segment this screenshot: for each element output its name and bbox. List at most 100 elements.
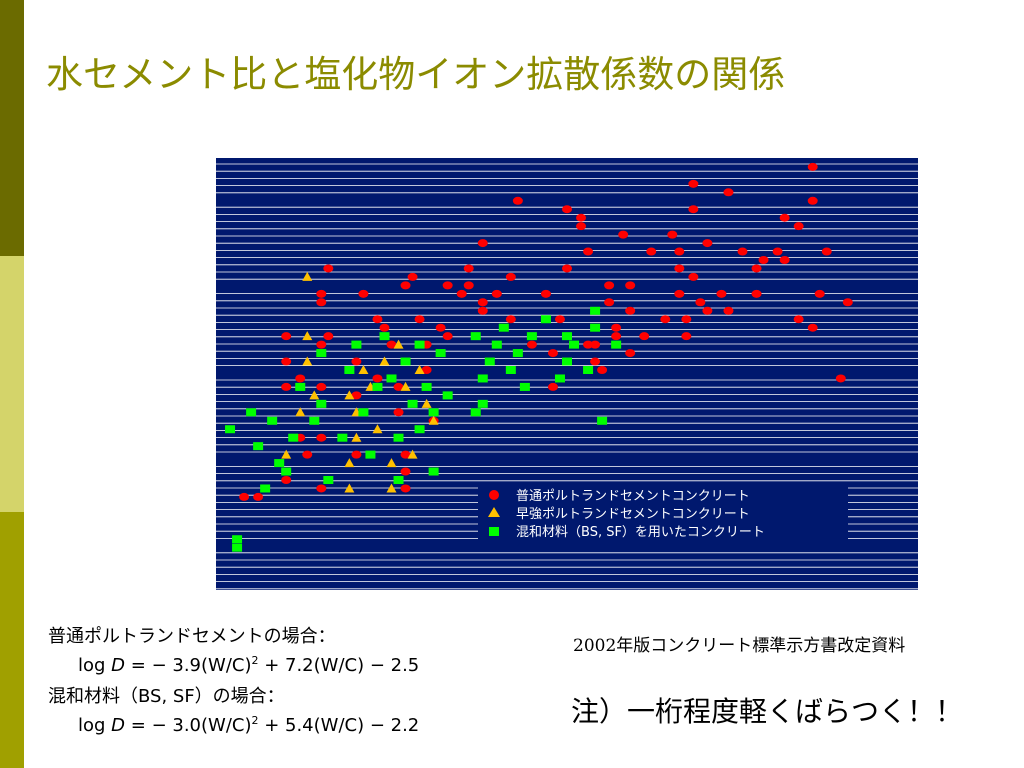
data-point-circle	[807, 323, 818, 332]
data-point-triangle	[302, 356, 313, 366]
data-point-circle	[562, 264, 572, 273]
data-point-square	[477, 374, 488, 383]
data-point-circle	[281, 332, 292, 341]
data-point-circle	[597, 366, 608, 374]
data-point-square	[372, 382, 383, 391]
chart-marks	[225, 162, 853, 552]
data-point-circle	[681, 332, 692, 341]
note-text: 注）一桁程度軽くばらつく！！	[571, 695, 964, 728]
data-point-square	[225, 425, 236, 434]
data-point-square	[491, 340, 502, 349]
data-point-circle	[316, 484, 327, 493]
data-point-circle	[491, 289, 502, 298]
legend-box	[478, 484, 848, 548]
data-point-square	[267, 416, 278, 425]
data-point-circle	[386, 340, 397, 349]
data-point-triangle	[414, 365, 425, 374]
data-point-circle	[316, 289, 327, 298]
formula-2-variable: D	[111, 715, 126, 736]
data-point-square	[260, 484, 271, 493]
data-point-circle	[281, 476, 292, 484]
data-point-circle	[540, 289, 551, 298]
data-point-square	[344, 366, 355, 374]
data-point-triangle	[386, 458, 397, 468]
data-point-circle	[372, 374, 383, 383]
data-point-circle	[281, 357, 292, 366]
data-point-square	[365, 450, 376, 459]
data-point-circle	[477, 306, 488, 315]
data-point-circle	[435, 323, 446, 332]
data-point-circle	[547, 382, 558, 391]
data-point-circle	[618, 230, 629, 239]
data-point-square	[477, 399, 488, 408]
data-point-triangle	[400, 381, 411, 391]
data-point-square	[295, 382, 306, 391]
legend-marker-square	[489, 527, 499, 536]
data-point-square	[435, 349, 446, 358]
data-point-circle	[793, 315, 804, 324]
data-point-circle	[400, 281, 411, 290]
data-point-circle	[351, 450, 362, 459]
data-point-square	[316, 349, 327, 358]
data-point-circle	[583, 247, 594, 256]
data-point-circle	[379, 323, 390, 332]
side-bar-top	[0, 0, 24, 256]
data-point-circle	[253, 492, 264, 501]
data-point-circle	[393, 382, 404, 391]
data-point-circle	[751, 264, 762, 273]
data-point-circle	[547, 349, 558, 358]
data-point-circle	[716, 289, 727, 298]
data-point-square	[407, 399, 418, 408]
data-point-circle	[611, 323, 622, 332]
data-point-square	[393, 433, 404, 442]
data-point-circle	[583, 340, 594, 349]
data-point-square	[323, 476, 334, 484]
data-point-square	[337, 433, 348, 442]
data-point-square	[421, 382, 432, 391]
data-point-circle	[400, 450, 411, 459]
data-point-circle	[737, 247, 748, 256]
plot-top-band	[216, 150, 918, 158]
data-point-triangle	[379, 356, 390, 366]
data-point-circle	[674, 264, 685, 273]
data-point-circle	[302, 450, 313, 459]
data-point-circle	[779, 213, 790, 222]
data-point-triangle	[351, 432, 362, 442]
legend-label-admixture: 混和材料（BS, SF）を用いたコンクリート	[516, 525, 765, 540]
data-point-circle	[695, 298, 706, 307]
data-point-circle	[842, 298, 853, 307]
formula-1-suffix: + 7.2(W/C) − 2.5	[258, 655, 420, 676]
data-point-circle	[400, 467, 411, 476]
data-point-circle	[554, 315, 565, 324]
data-point-square	[505, 366, 516, 374]
data-point-triangle	[295, 407, 306, 417]
formula-2-suffix: + 5.4(W/C) − 2.2	[258, 715, 420, 736]
data-point-circle	[421, 366, 432, 374]
data-point-circle	[688, 179, 699, 188]
data-point-circle	[702, 306, 713, 315]
data-point-circle	[358, 289, 369, 298]
data-point-circle	[625, 306, 636, 315]
formula-2-label: 混和材料（BS, SF）の場合：	[48, 686, 285, 707]
data-point-circle	[625, 281, 636, 290]
side-bar-middle	[0, 256, 24, 512]
data-point-square	[442, 391, 453, 400]
data-point-triangle	[344, 458, 355, 468]
data-point-triangle	[358, 365, 369, 374]
data-point-square	[246, 408, 257, 417]
data-point-circle	[477, 298, 488, 307]
data-point-circle	[505, 315, 516, 324]
data-point-circle	[681, 315, 692, 324]
data-point-square	[414, 425, 425, 434]
data-point-triangle	[407, 449, 418, 459]
data-point-square	[281, 467, 292, 476]
data-point-circle	[576, 222, 587, 231]
formula-1-mid: = − 3.9(W/C)	[125, 655, 252, 676]
data-point-square	[498, 323, 509, 332]
legend-label-early-strength: 早強ポルトランドセメントコンクリート	[516, 507, 750, 522]
data-point-circle	[625, 349, 636, 358]
legend-marker-circle	[489, 490, 499, 500]
data-point-circle	[372, 315, 383, 324]
data-point-circle	[660, 315, 671, 324]
data-point-circle	[400, 484, 411, 493]
